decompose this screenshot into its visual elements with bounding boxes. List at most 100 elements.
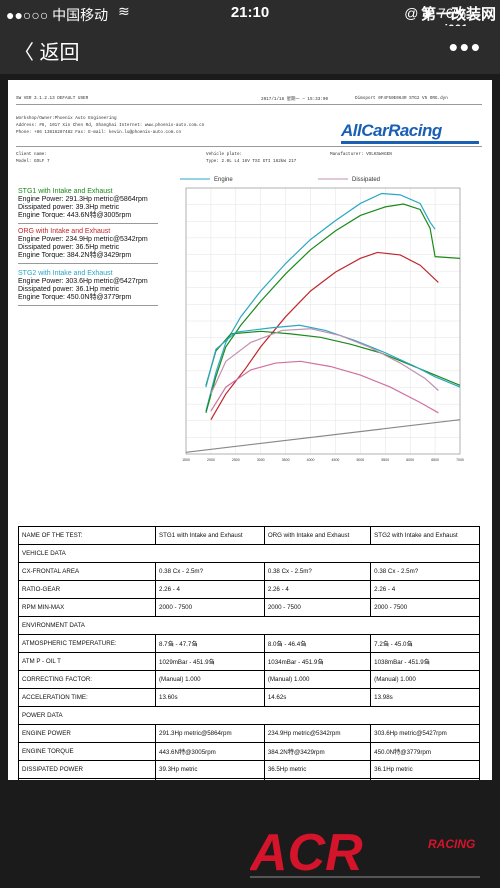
table-row: ATMOSPHERIC TEMPERATURE: 8.7刍 - 47.7刍 8.0刍… — [18, 634, 480, 653]
table-row: RPM MIN-MAX 2000 - 7500 2000 - 7500 2000 - … — [18, 598, 480, 617]
legend-torque: Engine Torque: 450.0N特@3779rpm — [18, 294, 132, 301]
series-line-7 — [185, 419, 461, 453]
row-value: 0.38 Cx - 2.5m? — [263, 562, 372, 581]
power-torque-chart: Engine Dissipated 1500 2000 2500 3000 3500 40… — [180, 177, 464, 462]
row-label: CORRECTING FACTOR: — [18, 670, 156, 689]
watermark-line1: 第一改装网 — [420, 6, 496, 23]
x-tick-label: 2500 — [232, 458, 240, 462]
row-value: 450.0N特@3779rpm — [370, 742, 480, 761]
series-line-2 — [210, 251, 439, 420]
row-value: 36.1Hp metric — [370, 760, 480, 779]
row-label: DISSIPATED POWER — [18, 760, 156, 779]
legend-power: Engine Power: 291.3Hp metric@5864rpm — [18, 196, 148, 203]
table-header-cell: NAME OF THE TEST: — [18, 526, 156, 545]
client-name: Client name: — [16, 152, 47, 157]
row-label: ENGINE POWER — [18, 724, 156, 743]
x-tick-label: 4000 — [307, 458, 315, 462]
row-value: 8.7刍 - 47.7刍 — [155, 634, 265, 653]
table-row: ACCELERATION TIME: 13.60s 14.62s 13.98s — [18, 688, 480, 707]
logo-underline — [341, 141, 479, 144]
test-data-table: NAME OF THE TEST: STG1 with Intake and Ex… — [18, 526, 480, 780]
section-label: VEHICLE DATA — [18, 544, 480, 563]
row-value: 0.38 Cx - 2.5m? — [155, 562, 265, 581]
phone: Phone: +86 13816287482 Fax: E-mail: kevi… — [16, 130, 182, 135]
nav-bar: 〈 返回 ••• — [0, 26, 500, 74]
table-row: POWER DATA — [18, 706, 480, 725]
table-row: VEHICLE DATA — [18, 544, 480, 563]
table-row: RATIO-GEAR 2.26 - 4 2.26 - 4 2.26 - 4 — [18, 580, 480, 599]
row-value: 303.6Hp metric@5427rpm — [370, 724, 480, 743]
row-value: 2.26 - 4 — [370, 580, 480, 599]
row-value: 174km/h - 6566rpm — [263, 778, 372, 780]
row-value: 1034mBar - 451.9刍 — [263, 652, 372, 671]
more-icon[interactable]: ••• — [448, 32, 482, 62]
table-row: ENGINE TORQUE 443.6N特@3005rpm 384.2N特@3429… — [18, 742, 480, 761]
wifi-icon: ≋ — [118, 3, 130, 19]
row-value: 39.3Hp metric — [155, 760, 265, 779]
row-value: 2.26 - 4 — [155, 580, 265, 599]
header-date: 2017/1/16 星期一 — 15:33:00 — [261, 97, 329, 102]
header-software: SW VER 3.1.2.13 DEFAULT USER — [16, 96, 89, 101]
status-right: @ ➤ 76% — [404, 5, 466, 21]
x-tick-label: 3000 — [257, 458, 265, 462]
row-value: 173km/h - 6504rpm — [370, 778, 480, 780]
table-header-cell: STG2 with Intake and Exhaust — [370, 526, 480, 545]
x-tick-label: 3500 — [282, 458, 290, 462]
row-value: 8.0刍 - 46.4刍 — [263, 634, 372, 653]
row-value: 0.38 Cx - 2.5m? — [370, 562, 480, 581]
row-value: 2000 - 7500 — [155, 598, 265, 617]
row-label: ACCELERATION TIME: — [18, 688, 156, 707]
vehicle-plate: Vehicle plate: — [206, 152, 243, 157]
row-label: ENGINE TORQUE — [18, 742, 156, 761]
address: Address: #6, 1017 Xin Chen Rd, Shanghai … — [16, 123, 205, 128]
row-label: MAX SPEED - RPM — [18, 778, 156, 780]
chart-series — [185, 192, 461, 453]
x-tick-label: 2000 — [207, 458, 215, 462]
x-tick-label: 6000 — [406, 458, 414, 462]
section-label: POWER DATA — [18, 706, 480, 725]
x-tick-label: 6500 — [431, 458, 439, 462]
carrier-label: ●●○○○ 中国移动 — [6, 7, 109, 23]
row-label: RPM MIN-MAX — [18, 598, 156, 617]
table-header-row: NAME OF THE TEST: STG1 with Intake and Ex… — [18, 526, 480, 545]
image-viewer: SW VER 3.1.2.13 DEFAULT USER 2017/1/16 星… — [0, 74, 500, 888]
legend-org: ORG with Intake and Exhaust Engine Power… — [18, 228, 158, 264]
allcarracing-logo: AllCarRacing — [341, 121, 442, 140]
legend-dissipated: Dissipated power: 39.3Hp metric — [18, 204, 120, 211]
legend-title: STG1 with Intake and Exhaust — [18, 188, 113, 195]
acr-logo-tag: RACING — [428, 837, 475, 851]
clock: 21:10 — [230, 4, 270, 21]
table-row: ATM P - OIL T 1029mBar - 451.9刍 1034mBar -… — [18, 652, 480, 671]
section-label: ENVIRONMENT DATA — [18, 616, 480, 635]
x-tick-label: 5000 — [356, 458, 364, 462]
legend-power: Engine Power: 303.6Hp metric@5427rpm — [18, 278, 148, 285]
table-header-cell: ORG with Intake and Exhaust — [263, 526, 372, 545]
series-line-4 — [205, 324, 461, 388]
model: Model: GOLF 7 — [16, 159, 50, 164]
row-label: CX-FRONTAL AREA — [18, 562, 156, 581]
series-line-1 — [205, 203, 461, 413]
row-value: 7.2刍 - 45.0刍 — [370, 634, 480, 653]
x-tick-label: 7000 — [456, 458, 464, 462]
series-line-3 — [205, 330, 461, 386]
legend-stg2: STG2 with Intake and Exhaust Engine Powe… — [18, 270, 158, 306]
row-value: 14.62s — [263, 688, 372, 707]
row-label: RATIO-GEAR — [18, 580, 156, 599]
acr-racing-logo: ACR RACING — [250, 824, 480, 882]
x-tick-label: 4500 — [332, 458, 340, 462]
manufacturer: Manufacturer: VOLKSWAGEN — [330, 152, 392, 157]
row-value: 13.60s — [155, 688, 265, 707]
back-button[interactable]: 〈 返回 — [14, 42, 80, 64]
row-value: 1038mBar - 451.9刍 — [370, 652, 480, 671]
table-row: ENVIRONMENT DATA — [18, 616, 480, 635]
chart-ticks: 1500 2000 2500 3000 3500 4000 4500 5000 5500 6000… — [182, 458, 464, 462]
row-label: ATM P - OIL T — [18, 652, 156, 671]
row-value: 2.26 - 4 — [263, 580, 372, 599]
series-line-6 — [210, 360, 439, 414]
row-value: 443.6N特@3005rpm — [155, 742, 265, 761]
legend-title: STG2 with Intake and Exhaust — [18, 270, 113, 277]
row-value: (Manual) 1.000 — [370, 670, 480, 689]
row-value: 2000 - 7500 — [263, 598, 372, 617]
table-row: MAX SPEED - RPM184km/h - 6919rpm174km/h … — [18, 778, 480, 780]
series-line-5 — [210, 328, 439, 395]
